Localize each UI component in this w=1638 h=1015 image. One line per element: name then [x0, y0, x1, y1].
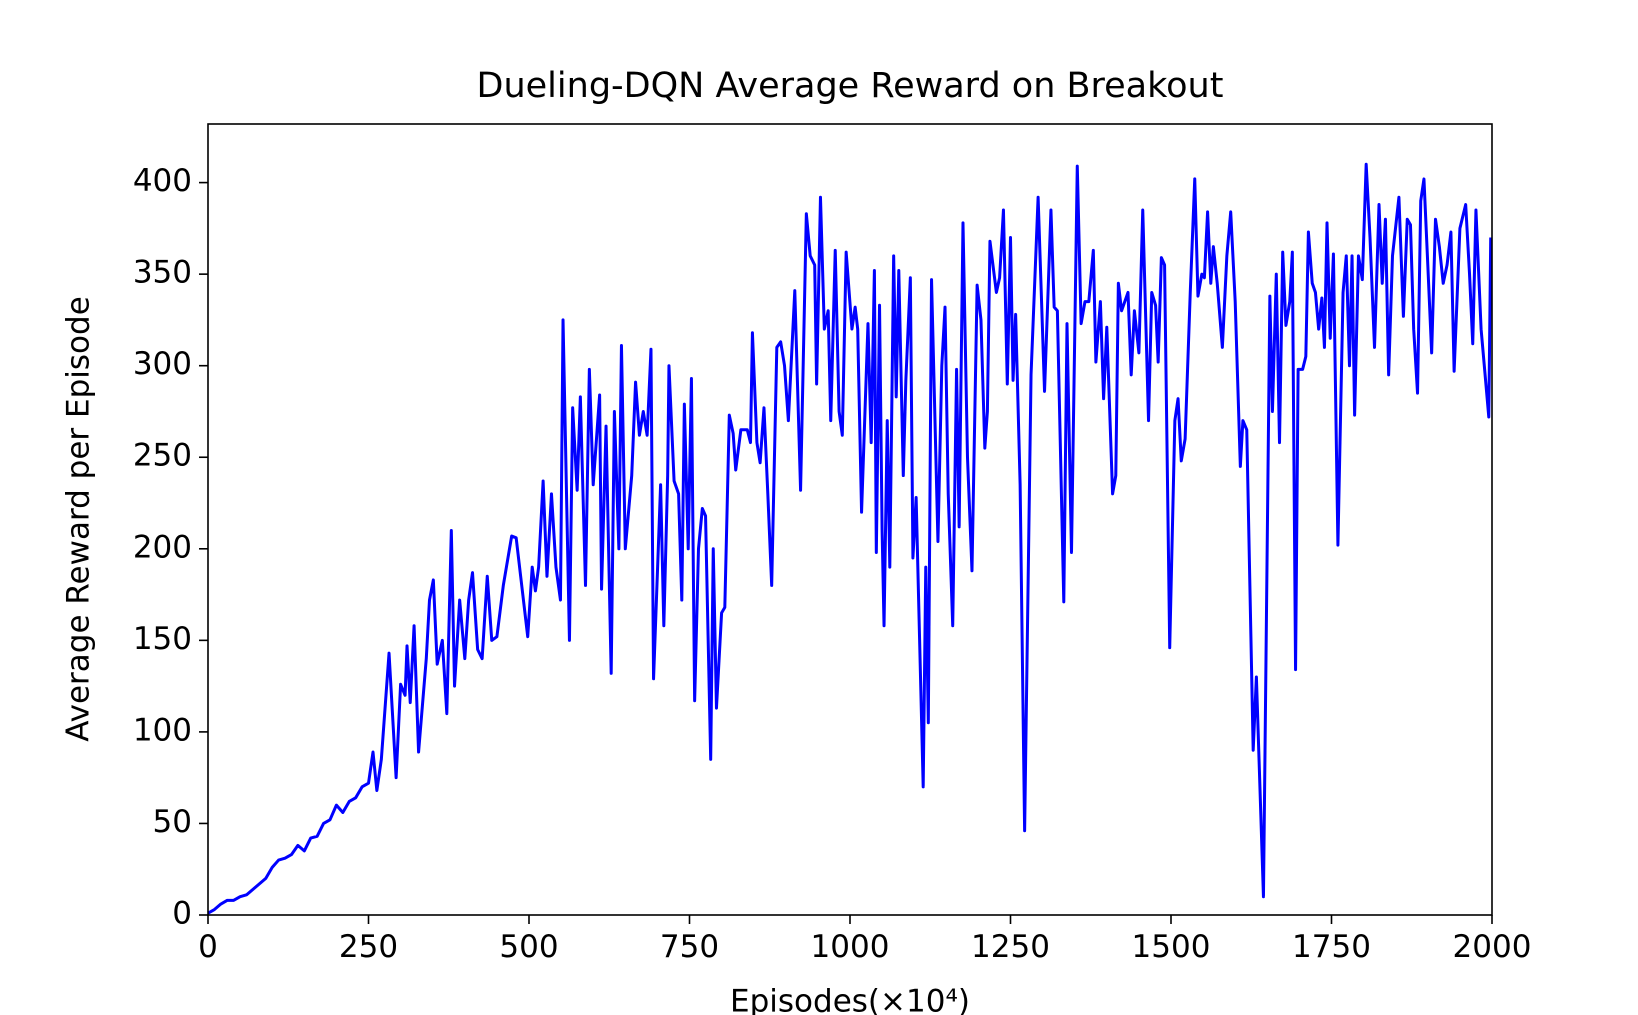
y-axis-label: Average Reward per Episode: [61, 296, 97, 742]
x-tick-label: 2000: [1453, 929, 1532, 965]
x-tick-label: 1250: [971, 929, 1050, 965]
x-tick-label: 0: [198, 929, 218, 965]
x-tick-label: 250: [339, 929, 398, 965]
series-line: [207, 162, 1493, 915]
y-tick-label: 0: [172, 896, 192, 932]
chart-title: Dueling-DQN Average Reward on Breakout: [477, 66, 1224, 106]
y-tick-label: 50: [153, 804, 192, 840]
x-tick-label: 750: [660, 929, 719, 965]
y-tick-label: 100: [133, 712, 192, 748]
y-tick-label: 250: [133, 438, 192, 474]
y-tick-label: 300: [133, 346, 192, 382]
y-tick-label: 400: [133, 163, 192, 199]
x-tick-label: 1500: [1132, 929, 1211, 965]
x-tick-label: 1000: [811, 929, 890, 965]
y-tick-label: 150: [133, 621, 192, 657]
y-tick-label: 200: [133, 529, 192, 565]
plot-frame: [207, 123, 1493, 916]
x-tick-label: 1750: [1292, 929, 1371, 965]
y-tick-label: 350: [133, 255, 192, 291]
x-axis-label: Episodes(×10⁴): [730, 984, 970, 1015]
x-tick-label: 500: [499, 929, 558, 965]
